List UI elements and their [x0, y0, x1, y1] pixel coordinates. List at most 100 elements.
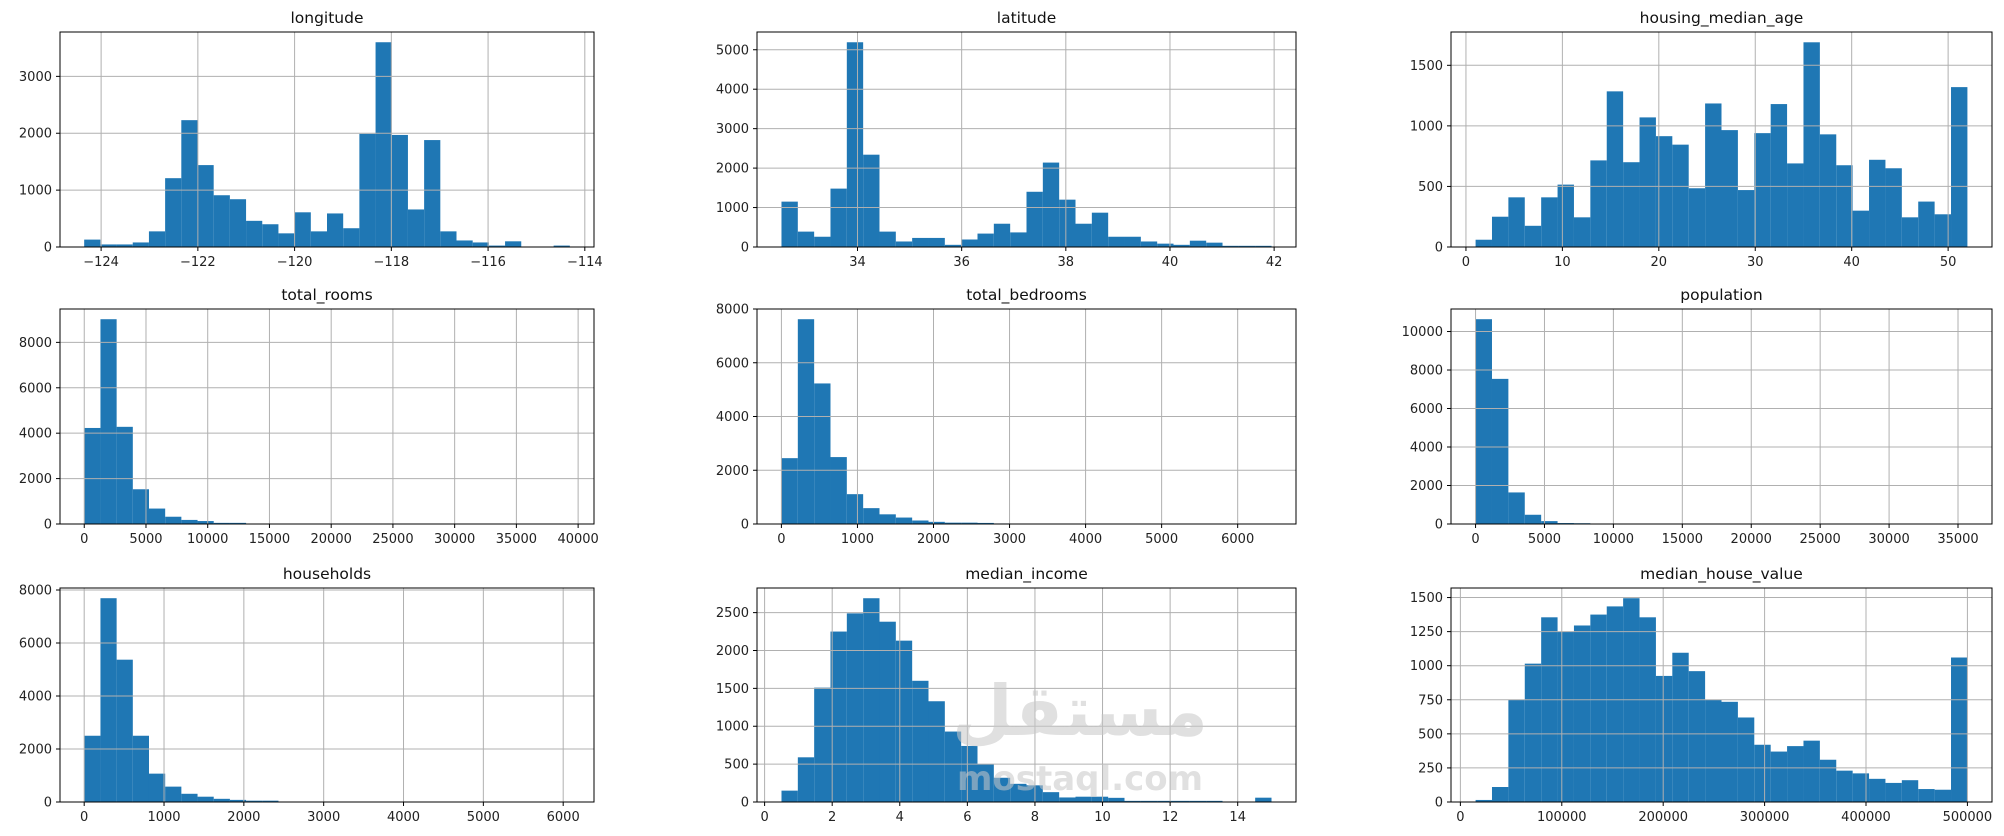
histogram-bar [1557, 184, 1574, 247]
histogram-bar [1639, 117, 1656, 247]
x-tick-label: 15000 [1662, 532, 1703, 547]
x-tick-label: 10000 [187, 532, 228, 547]
histogram-bar [863, 508, 880, 524]
axes-frame [59, 587, 595, 803]
histogram-bar [1255, 245, 1272, 247]
histogram-bar [1508, 492, 1525, 524]
histogram-bar [1189, 800, 1207, 802]
x-tick-label: 0 [760, 810, 768, 825]
histogram-panel-longitude: longitude −124 −122 −120 −118 −116 −114 0 1000 20… [19, 9, 603, 270]
x-tick-label: 3000 [993, 532, 1026, 547]
x-tick-label: −124 [83, 255, 119, 270]
histogram-bar [1475, 319, 1492, 524]
histogram-bar [1934, 214, 1952, 247]
histogram-bar [863, 598, 880, 802]
x-tick-label: 4000 [387, 810, 420, 825]
y-tick-label: 4000 [19, 689, 52, 704]
x-tick-label: 40 [1843, 255, 1860, 270]
histogram-bar [993, 777, 1011, 802]
histogram-bar [84, 239, 101, 247]
histogram-bar [1042, 792, 1060, 802]
x-tick-label: 0 [1471, 532, 1479, 547]
histogram-bar [814, 236, 831, 247]
x-tick-label: 6000 [547, 810, 580, 825]
histogram-bar [229, 799, 247, 802]
y-tick-label: 0 [741, 241, 749, 256]
x-tick-label: 300000 [1740, 810, 1790, 825]
histogram-bar [879, 231, 896, 247]
histogram-bar [863, 154, 880, 247]
x-tick-label: 6 [963, 810, 971, 825]
histogram-bar [246, 220, 263, 247]
histogram-bar [781, 790, 798, 802]
histogram-bar [213, 522, 230, 524]
histogram-bar [961, 522, 978, 524]
histogram-bar [1934, 789, 1952, 802]
y-tick-label: 0 [44, 518, 52, 533]
histogram-bar [1091, 212, 1109, 247]
y-tick-label: 2000 [716, 644, 749, 659]
x-tick-label: 40 [1162, 255, 1179, 270]
histogram-bar [84, 427, 101, 524]
histogram-bar [944, 244, 962, 247]
histogram-bar [814, 383, 831, 524]
histogram-bar [1705, 699, 1722, 802]
histogram-panel-median_income: median_income 0 2 4 6 8 10 12 14 0 500 1000 1500 2000… [716, 565, 1297, 825]
histogram-bar [246, 800, 263, 802]
histogram-bar [132, 735, 149, 802]
histogram-bar [1803, 42, 1820, 247]
panel-title: households [283, 565, 371, 583]
y-tick-label: 1000 [716, 201, 749, 216]
histogram-bar [278, 233, 295, 247]
histogram-bar [1475, 239, 1492, 247]
histogram-bar [165, 516, 182, 524]
x-tick-label: 0 [80, 810, 88, 825]
histogram-bar [1189, 240, 1207, 247]
x-tick-label: 20000 [1731, 532, 1772, 547]
x-tick-label: 5000 [467, 810, 500, 825]
axes-frame [1450, 308, 1993, 525]
histogram-bar [1524, 225, 1542, 247]
histogram-bar [846, 613, 864, 802]
histogram-bar [879, 514, 896, 524]
y-tick-label: 8000 [1410, 364, 1443, 379]
histogram-bar [505, 241, 522, 247]
x-tick-label: −116 [470, 255, 506, 270]
histogram-bar [213, 195, 230, 247]
histogram-bar [1754, 133, 1771, 247]
histogram-bar [1869, 778, 1886, 802]
y-tick-label: 500 [724, 758, 749, 773]
y-tick-label: 2000 [19, 742, 52, 757]
y-tick-label: 0 [1435, 241, 1443, 256]
histogram-bar [912, 520, 929, 524]
x-tick-label: 15000 [249, 532, 290, 547]
y-tick-label: 8000 [19, 336, 52, 351]
histogram-panel-median_house_value: median_house_value 0 100000 200000 300000 400… [1410, 565, 1993, 825]
x-tick-label: 50 [1940, 255, 1957, 270]
y-tick-label: 2000 [716, 162, 749, 177]
histogram-bar [944, 731, 962, 802]
histogram-bar [1475, 799, 1492, 802]
histogram-bar [1508, 699, 1525, 802]
y-tick-label: 0 [1435, 518, 1443, 533]
histogram-bar [1173, 800, 1190, 802]
histogram-bar [1836, 770, 1853, 802]
histogram-bar [977, 764, 994, 802]
histogram-bar [1639, 617, 1656, 802]
histogram-bar [1590, 614, 1607, 802]
histogram-bar [1491, 216, 1509, 247]
panel-title: median_income [965, 565, 1088, 584]
histogram-bar [912, 237, 929, 247]
histogram-bar [1573, 625, 1591, 802]
histogram-bar [84, 735, 101, 802]
histogram-bar [1688, 188, 1706, 247]
histogram-bar [1770, 751, 1788, 802]
histogram-bar [1787, 163, 1804, 247]
histogram-bar [100, 598, 117, 802]
histogram-bar [1819, 759, 1837, 802]
histogram-bar [116, 659, 133, 802]
histogram-bar [181, 793, 198, 802]
histogram-bar [181, 120, 198, 247]
histogram-bar [1108, 236, 1125, 247]
